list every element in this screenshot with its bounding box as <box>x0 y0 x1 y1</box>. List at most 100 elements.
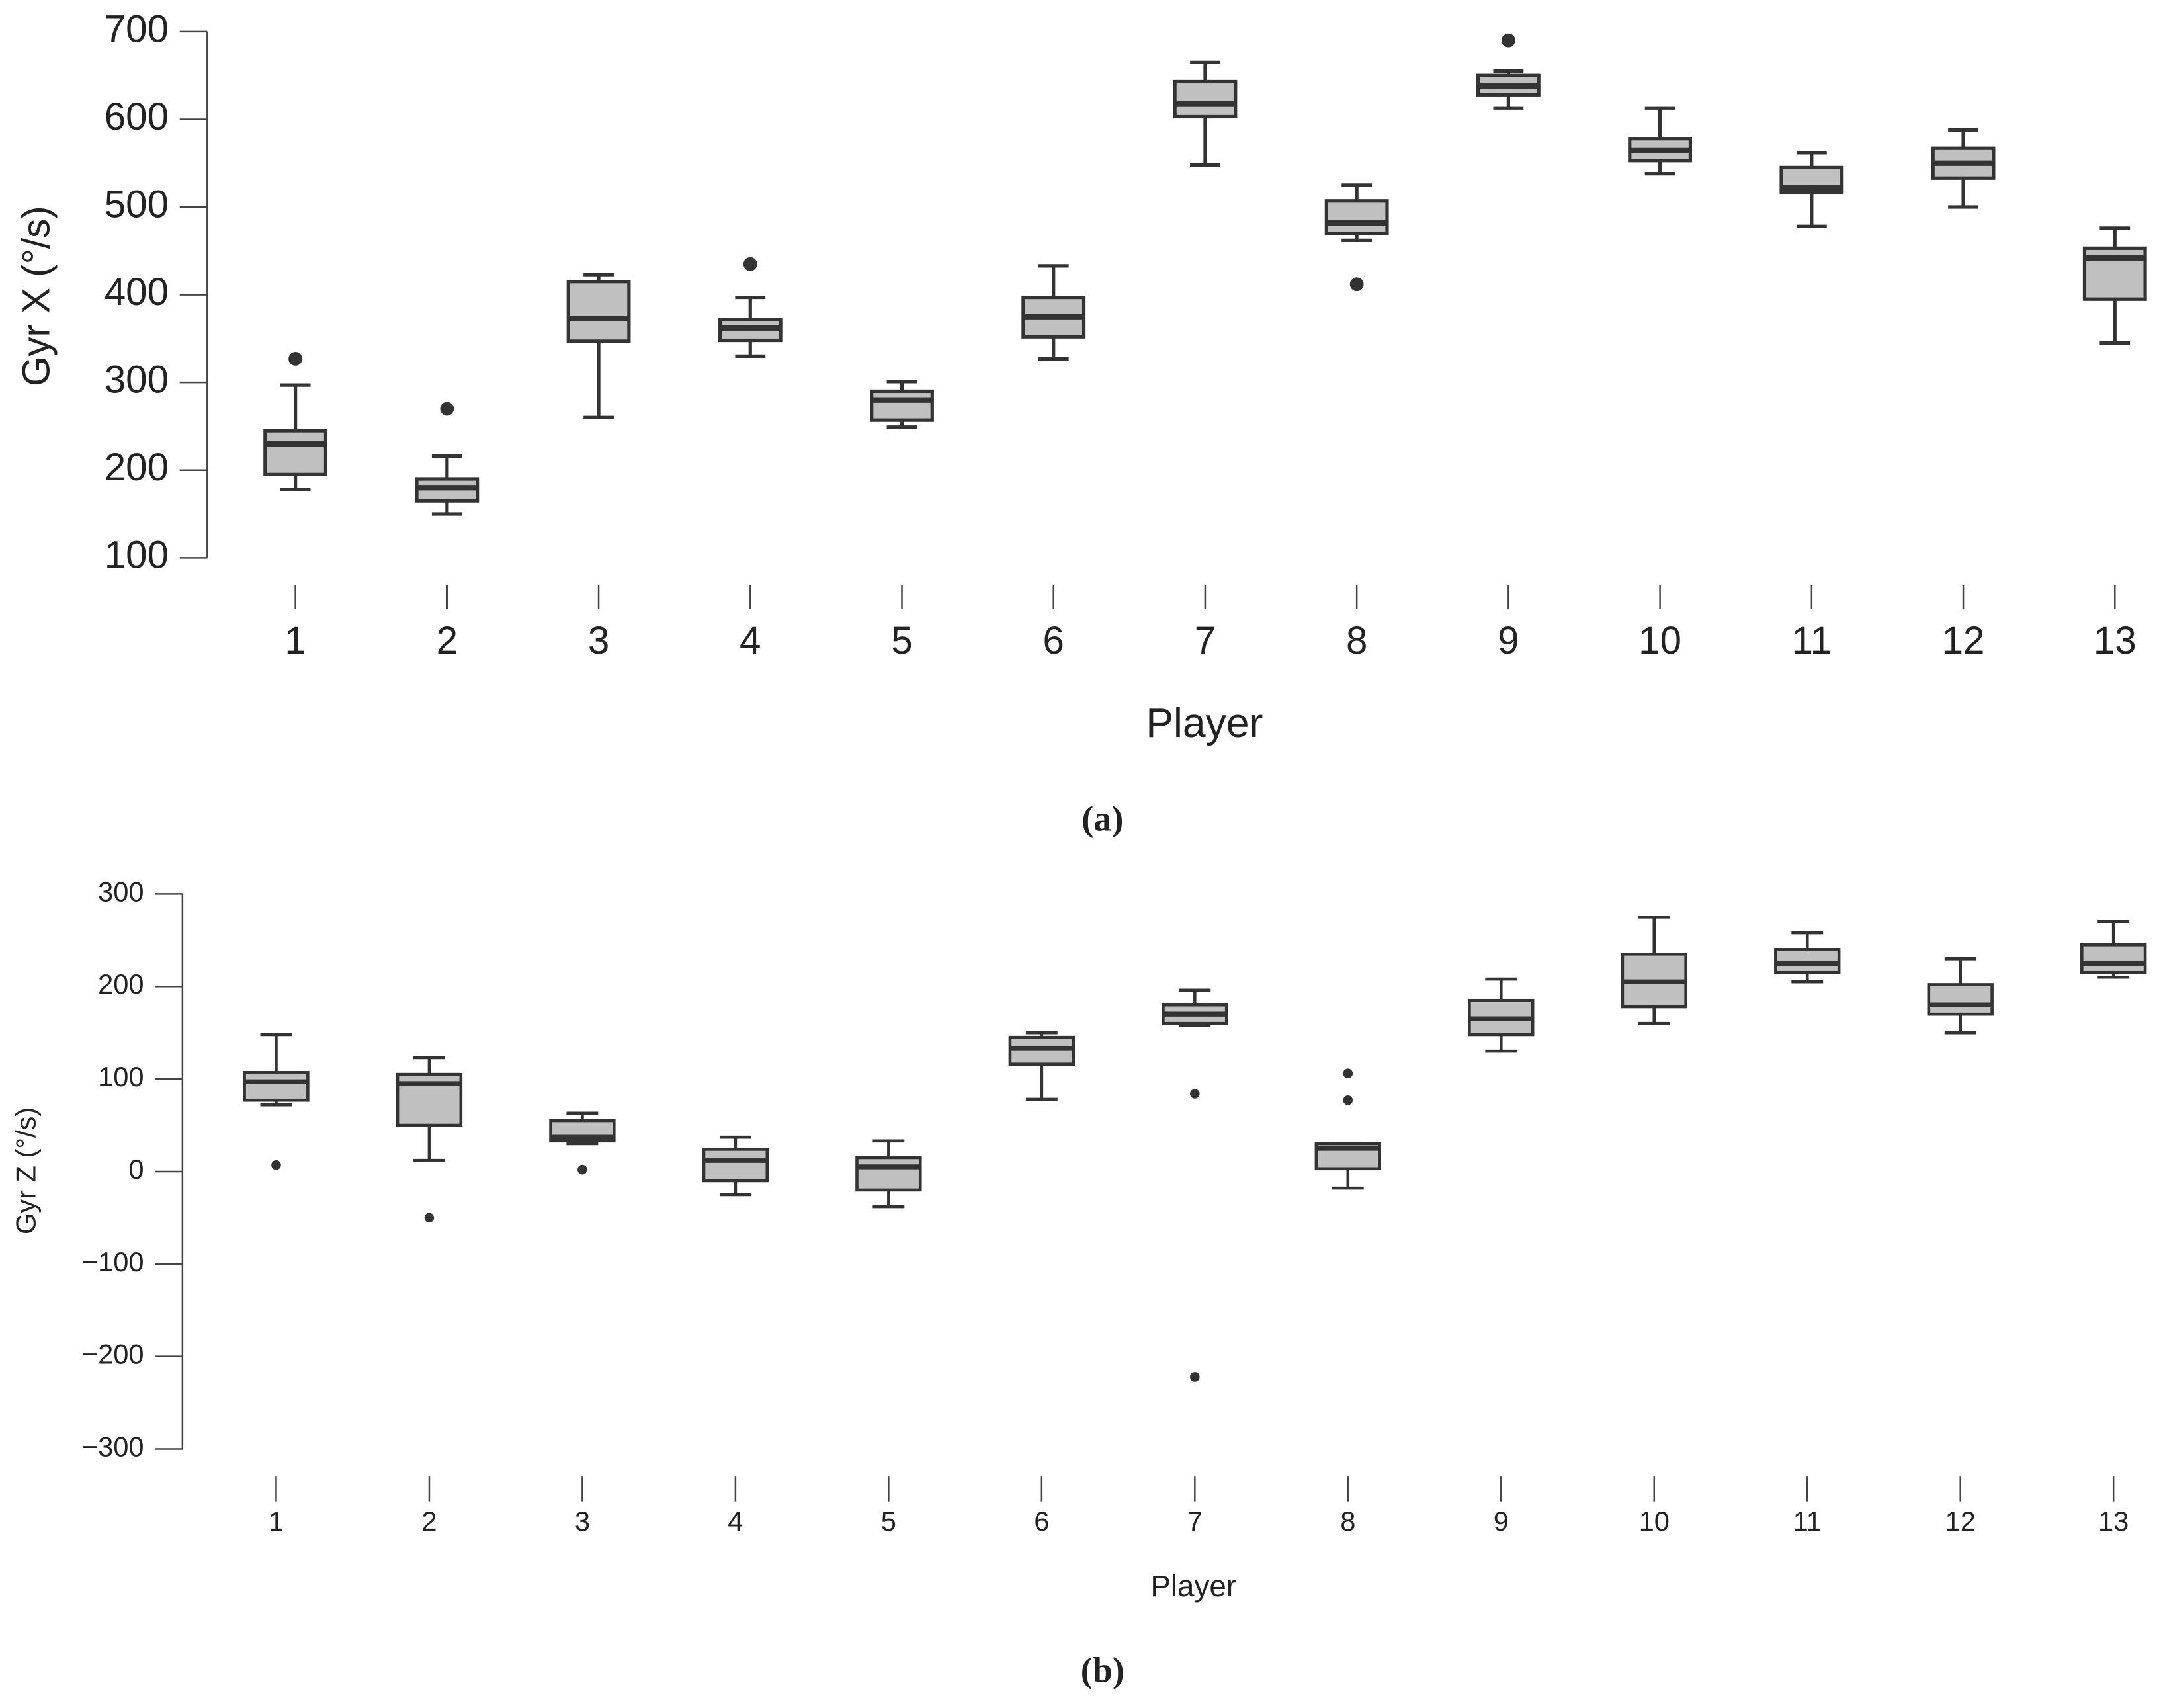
lower-whisker <box>719 1180 751 1197</box>
x-tick-label: 1 <box>284 619 306 662</box>
box <box>855 1156 922 1192</box>
upper-whisker <box>1948 128 1978 149</box>
y-tick-label: 100 <box>98 1061 144 1092</box>
x-tick-label: 12 <box>1942 619 1985 662</box>
upper-whisker <box>1796 151 1827 168</box>
y-tick-label: 200 <box>105 446 169 489</box>
y-axis-label: Gyr Z (°/s) <box>11 1107 42 1234</box>
x-tick-label: 11 <box>1793 1506 1822 1537</box>
lower-whisker <box>1332 1168 1364 1190</box>
y-tick-label: −200 <box>82 1339 144 1370</box>
x-tick-label: 13 <box>2094 619 2137 662</box>
caption: (a) <box>1081 799 1123 839</box>
upper-whisker <box>2099 226 2131 249</box>
y-tick-label: 300 <box>105 359 169 402</box>
x-tick-label: 7 <box>1195 619 1216 662</box>
x-tick-label: 8 <box>1346 619 1367 662</box>
lower-whisker <box>1638 1007 1670 1025</box>
lower-whisker <box>431 501 462 516</box>
box <box>2080 943 2147 974</box>
x-tick-label: 3 <box>588 619 609 662</box>
upper-whisker <box>260 1033 292 1073</box>
upper-whisker <box>872 1139 905 1158</box>
outlier <box>271 1160 281 1170</box>
box <box>263 429 328 476</box>
box <box>243 1071 310 1102</box>
outlier <box>424 1213 435 1223</box>
lower-whisker <box>1025 1064 1058 1101</box>
upper-whisker <box>1485 977 1517 1001</box>
x-tick-label: 8 <box>1340 1506 1355 1537</box>
x-axis-label: Player <box>1150 1569 1236 1603</box>
x-tick-label: 9 <box>1498 619 1519 662</box>
x-tick-label: 5 <box>891 619 912 662</box>
y-tick-label: 700 <box>105 7 169 50</box>
lower-whisker <box>1944 1014 1976 1035</box>
x-tick-label: 4 <box>740 619 761 662</box>
upper-whisker <box>1179 988 1211 1005</box>
outlier <box>1349 277 1364 292</box>
lower-whisker <box>872 1189 905 1209</box>
x-tick-label: 3 <box>575 1506 590 1537</box>
y-tick-label: 100 <box>105 534 169 577</box>
y-tick-label: 300 <box>98 876 144 907</box>
x-tick-label: 11 <box>1792 619 1832 662</box>
upper-whisker <box>1944 957 1976 985</box>
lower-whisker <box>1948 178 1978 209</box>
x-tick-label: 9 <box>1494 1506 1509 1537</box>
lower-whisker <box>2099 299 2131 345</box>
lower-whisker <box>1796 192 1827 228</box>
y-tick-label: −300 <box>82 1431 144 1463</box>
y-axis-label: Gyr X (°/s) <box>15 206 58 386</box>
box <box>1173 79 1238 119</box>
y-tick-label: 500 <box>105 183 169 226</box>
lower-whisker <box>1791 972 1824 984</box>
upper-whisker <box>719 1135 751 1150</box>
x-axis-label: Player <box>1146 700 1263 746</box>
x-tick-label: 13 <box>2098 1506 2129 1537</box>
x-tick-label: 10 <box>1638 619 1681 662</box>
outlier <box>1343 1068 1353 1078</box>
x-tick-label: 4 <box>728 1506 743 1537</box>
upper-whisker <box>413 1056 445 1075</box>
box <box>1927 983 1994 1016</box>
x-tick-label: 12 <box>1945 1506 1976 1537</box>
upper-whisker <box>1038 264 1069 298</box>
lower-whisker <box>583 341 614 419</box>
x-tick-label: 6 <box>1043 619 1064 662</box>
y-tick-label: −100 <box>82 1246 144 1277</box>
lower-whisker <box>280 474 311 491</box>
x-tick-label: 2 <box>437 619 458 662</box>
box <box>566 280 631 343</box>
lower-whisker <box>1644 160 1675 176</box>
upper-whisker <box>1644 106 1675 139</box>
upper-whisker <box>280 383 311 431</box>
upper-whisker <box>1791 931 1824 950</box>
outlier <box>1501 33 1515 48</box>
outlier <box>288 351 303 366</box>
lower-whisker <box>413 1125 445 1162</box>
y-tick-label: 400 <box>105 271 169 314</box>
outlier <box>577 1164 587 1175</box>
upper-whisker <box>431 454 462 480</box>
lower-whisker <box>1493 95 1524 110</box>
upper-whisker <box>735 295 766 320</box>
x-tick-label: 6 <box>1034 1506 1049 1537</box>
y-tick-label: 0 <box>128 1154 144 1185</box>
outlier <box>1343 1095 1353 1105</box>
y-tick-label: 600 <box>105 95 169 138</box>
lower-whisker <box>1038 337 1069 361</box>
caption: (b) <box>1081 1650 1124 1689</box>
x-tick-label: 10 <box>1639 1506 1670 1537</box>
upper-whisker <box>1341 183 1373 201</box>
box <box>702 1148 769 1183</box>
x-tick-label: 7 <box>1187 1506 1203 1537</box>
outlier <box>1190 1372 1200 1382</box>
x-tick-label: 2 <box>421 1506 437 1537</box>
box <box>870 389 934 422</box>
outlier <box>1190 1089 1200 1099</box>
lower-whisker <box>735 340 766 359</box>
lower-whisker <box>1485 1034 1517 1053</box>
